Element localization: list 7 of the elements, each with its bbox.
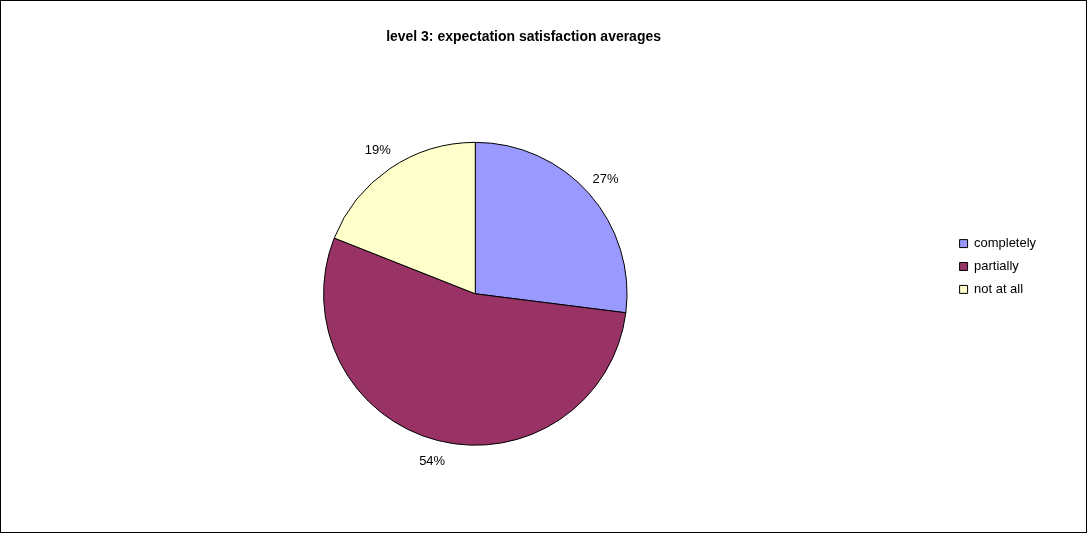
chart-title: level 3: expectation satisfaction averages	[386, 28, 662, 45]
data-label: 19%	[364, 142, 392, 157]
legend-label: completely	[974, 235, 1037, 251]
data-label: 54%	[419, 453, 446, 469]
legend-label: not at all	[974, 280, 1024, 296]
legend-label: partially	[974, 258, 1020, 274]
data-label: 27%	[592, 170, 620, 186]
